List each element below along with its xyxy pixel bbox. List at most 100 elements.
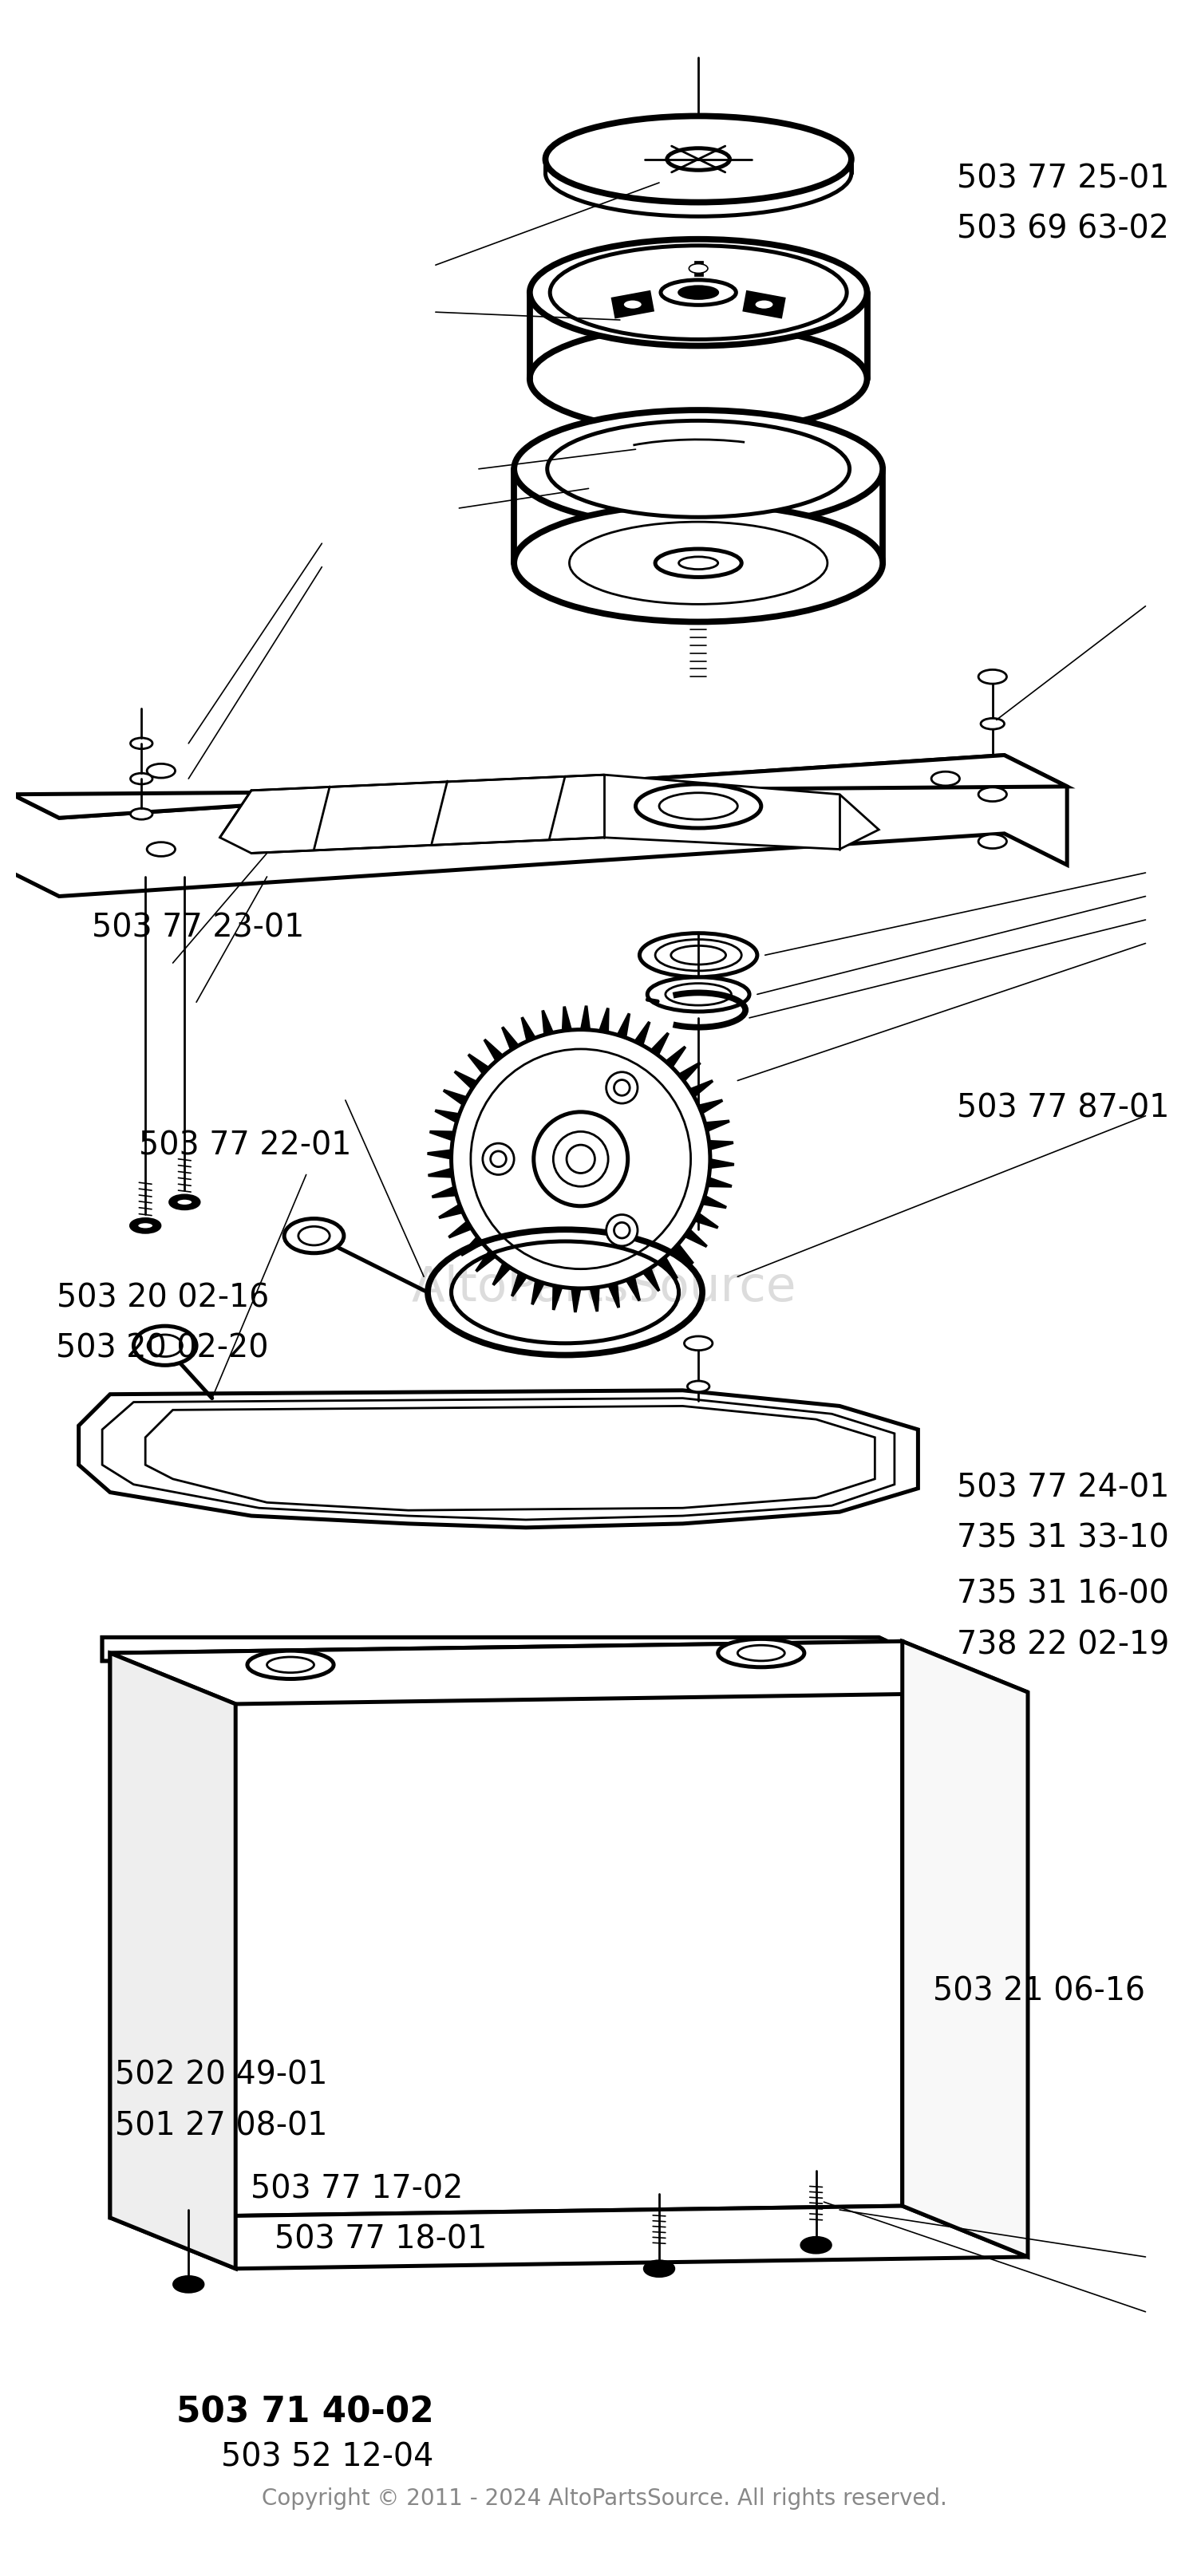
Ellipse shape (549, 245, 846, 340)
Polygon shape (432, 1188, 456, 1198)
Ellipse shape (546, 116, 851, 204)
Text: 503 20 02-16: 503 20 02-16 (56, 1283, 269, 1314)
Polygon shape (427, 1149, 451, 1159)
Text: 503 71 40-02: 503 71 40-02 (176, 2396, 433, 2429)
Text: 501 27 08-01: 501 27 08-01 (115, 2110, 328, 2143)
Ellipse shape (666, 984, 731, 1005)
Polygon shape (220, 775, 879, 853)
Circle shape (451, 1030, 710, 1288)
Ellipse shape (177, 1198, 193, 1206)
Polygon shape (511, 1273, 527, 1296)
Text: 735 31 33-10: 735 31 33-10 (956, 1522, 1169, 1556)
Ellipse shape (132, 1218, 159, 1231)
Ellipse shape (130, 809, 152, 819)
Circle shape (491, 1151, 506, 1167)
Polygon shape (444, 1090, 467, 1105)
Text: 503 69 63-02: 503 69 63-02 (956, 214, 1169, 245)
Ellipse shape (679, 556, 718, 569)
Polygon shape (618, 1012, 630, 1038)
Polygon shape (634, 1023, 650, 1046)
Polygon shape (710, 1159, 734, 1170)
Ellipse shape (931, 773, 960, 786)
Ellipse shape (570, 523, 827, 605)
Ellipse shape (802, 2239, 831, 2251)
Polygon shape (102, 1638, 996, 1716)
Ellipse shape (170, 1195, 199, 1208)
Ellipse shape (147, 1334, 182, 1358)
Circle shape (553, 1131, 608, 1188)
Ellipse shape (147, 842, 175, 855)
Text: 503 52 12-04: 503 52 12-04 (221, 2442, 433, 2473)
Text: 738 22 02-19: 738 22 02-19 (956, 1628, 1169, 1662)
Circle shape (614, 1224, 630, 1239)
Polygon shape (110, 1641, 1028, 1703)
Ellipse shape (130, 737, 152, 750)
Ellipse shape (648, 976, 749, 1012)
Ellipse shape (655, 940, 741, 971)
Ellipse shape (636, 783, 761, 827)
Ellipse shape (138, 1224, 153, 1229)
Text: 735 31 16-00: 735 31 16-00 (956, 1579, 1169, 1610)
Ellipse shape (134, 1327, 196, 1365)
Polygon shape (673, 1244, 693, 1265)
Polygon shape (429, 1170, 452, 1177)
Text: 503 77 24-01: 503 77 24-01 (956, 1471, 1169, 1504)
Polygon shape (626, 1278, 640, 1301)
Polygon shape (643, 1267, 660, 1291)
Circle shape (566, 1144, 595, 1172)
Circle shape (606, 1072, 638, 1103)
Text: Copyright © 2011 - 2024 AltoPartsSource. All rights reserved.: Copyright © 2011 - 2024 AltoPartsSource.… (262, 2488, 947, 2509)
Polygon shape (608, 1283, 619, 1309)
Polygon shape (110, 1641, 903, 2218)
Ellipse shape (530, 240, 867, 345)
Polygon shape (563, 1007, 571, 1030)
Polygon shape (651, 1033, 669, 1056)
Polygon shape (110, 2205, 1028, 2269)
Text: AltoPartsSource: AltoPartsSource (412, 1265, 797, 1311)
Ellipse shape (687, 1381, 710, 1391)
Text: 503 77 87-01: 503 77 87-01 (956, 1092, 1169, 1123)
Ellipse shape (679, 286, 718, 299)
Polygon shape (461, 1236, 482, 1255)
Ellipse shape (667, 149, 730, 170)
Ellipse shape (284, 1218, 344, 1252)
Text: 503 77 22-01: 503 77 22-01 (139, 1131, 351, 1162)
Polygon shape (531, 1280, 545, 1303)
Ellipse shape (298, 1226, 329, 1244)
Polygon shape (679, 1061, 700, 1082)
Polygon shape (542, 1010, 553, 1036)
Polygon shape (709, 1141, 733, 1149)
Polygon shape (553, 1285, 563, 1309)
Polygon shape (707, 1177, 731, 1188)
Ellipse shape (624, 299, 642, 309)
Text: 503 77 23-01: 503 77 23-01 (92, 912, 304, 945)
Ellipse shape (689, 263, 707, 273)
Ellipse shape (672, 945, 725, 963)
Polygon shape (468, 1054, 490, 1074)
Polygon shape (79, 1391, 918, 1528)
Polygon shape (685, 1229, 707, 1247)
Polygon shape (694, 1213, 718, 1229)
Polygon shape (571, 1288, 581, 1311)
Circle shape (534, 1113, 627, 1206)
Text: 503 77 18-01: 503 77 18-01 (274, 2223, 487, 2257)
Ellipse shape (685, 1337, 712, 1350)
Polygon shape (449, 1221, 472, 1239)
Ellipse shape (175, 2277, 202, 2293)
Text: 503 77 17-02: 503 77 17-02 (250, 2174, 463, 2205)
Circle shape (614, 1079, 630, 1095)
Polygon shape (484, 1038, 503, 1061)
Polygon shape (743, 291, 784, 317)
Ellipse shape (645, 2262, 673, 2275)
Polygon shape (102, 1638, 996, 1716)
Ellipse shape (718, 1638, 804, 1667)
Polygon shape (695, 263, 701, 276)
Ellipse shape (530, 325, 867, 433)
Ellipse shape (978, 670, 1007, 683)
Polygon shape (590, 1288, 600, 1311)
Ellipse shape (639, 933, 758, 976)
Polygon shape (430, 1131, 454, 1141)
Polygon shape (600, 1007, 609, 1033)
Polygon shape (455, 1072, 478, 1090)
Polygon shape (502, 1028, 518, 1051)
